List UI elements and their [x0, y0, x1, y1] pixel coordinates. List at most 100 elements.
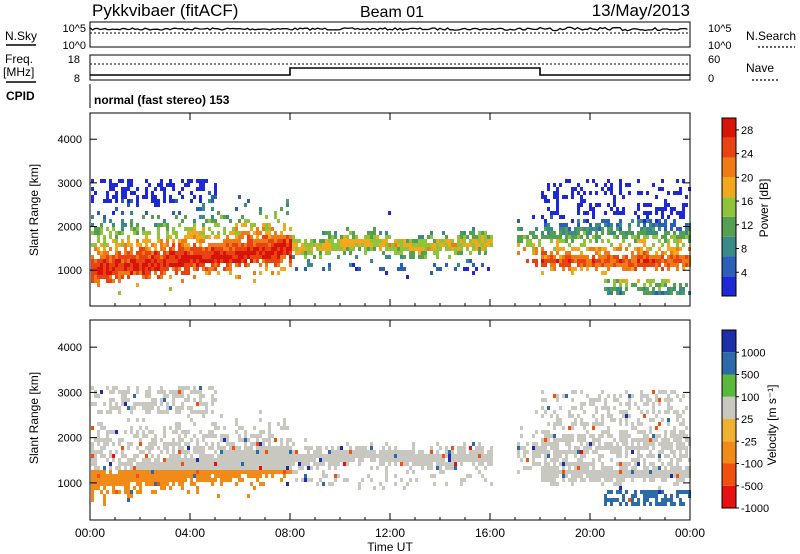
range-gate-cell	[157, 462, 160, 466]
range-gate-cell	[574, 390, 577, 394]
range-gate-cell	[259, 418, 262, 422]
range-gate-cell	[91, 442, 94, 446]
range-gate-cell	[304, 446, 307, 450]
range-gate-cell	[253, 251, 256, 255]
range-gate-cell	[517, 470, 520, 474]
range-gate-cell	[382, 251, 385, 255]
range-gate-cell	[169, 478, 172, 482]
range-gate-cell	[223, 458, 226, 462]
range-gate-cell	[127, 478, 130, 482]
range-gate-cell	[457, 263, 460, 267]
range-gate-cell	[232, 243, 235, 247]
range-gate-cell	[595, 418, 598, 422]
range-gate-cell	[190, 255, 193, 259]
range-gate-cell	[172, 462, 175, 466]
range-gate-cell	[385, 466, 388, 470]
range-gate-cell	[271, 462, 274, 466]
range-gate-cell	[142, 434, 145, 438]
range-gate-cell	[154, 490, 157, 494]
range-gate-cell	[667, 255, 670, 259]
range-gate-cell	[547, 255, 550, 259]
range-gate-cell	[523, 450, 526, 454]
range-gate-cell	[280, 466, 283, 470]
range-gate-cell	[667, 406, 670, 410]
range-gate-cell	[640, 227, 643, 231]
range-gate-cell	[439, 466, 442, 470]
range-gate-cell	[97, 486, 100, 490]
range-gate-cell	[598, 458, 601, 462]
range-gate-cell	[595, 450, 598, 454]
range-gate-cell	[178, 410, 181, 414]
range-gate-cell	[652, 434, 655, 438]
range-gate-cell	[553, 462, 556, 466]
range-gate-cell	[571, 247, 574, 251]
range-gate-cell	[655, 291, 658, 295]
colorbar-tick-label: -1000	[741, 503, 769, 515]
range-gate-cell	[91, 462, 94, 466]
range-gate-cell	[220, 259, 223, 263]
range-gate-cell	[361, 454, 364, 458]
colorbar-tick-label: 8	[741, 244, 747, 256]
range-gate-cell	[607, 430, 610, 434]
range-gate-cell	[541, 478, 544, 482]
range-gate-cell	[475, 446, 478, 450]
range-gate-cell	[223, 227, 226, 231]
range-gate-cell	[598, 474, 601, 478]
range-gate-cell	[574, 478, 577, 482]
cpid-label: CPID	[6, 89, 35, 103]
range-gate-cell	[562, 215, 565, 219]
range-gate-cell	[100, 450, 103, 454]
range-gate-cell	[301, 462, 304, 466]
range-gate-cell	[121, 223, 124, 227]
range-gate-cell	[370, 243, 373, 247]
range-gate-cell	[337, 446, 340, 450]
range-gate-cell	[685, 223, 688, 227]
range-gate-cell	[454, 247, 457, 251]
range-gate-cell	[565, 454, 568, 458]
range-gate-cell	[652, 263, 655, 267]
range-gate-cell	[250, 442, 253, 446]
range-gate-cell	[685, 446, 688, 450]
range-gate-cell	[181, 406, 184, 410]
range-gate-cell	[658, 263, 661, 267]
range-gate-cell	[649, 255, 652, 259]
range-gate-cell	[91, 199, 94, 203]
range-gate-cell	[265, 243, 268, 247]
range-gate-cell	[280, 478, 283, 482]
range-gate-cell	[403, 247, 406, 251]
range-gate-cell	[571, 474, 574, 478]
colorbar-tick-label: -25	[741, 436, 757, 448]
range-gate-cell	[610, 287, 613, 291]
range-gate-cell	[676, 418, 679, 422]
range-gate-cell	[184, 239, 187, 243]
range-gate-cell	[553, 255, 556, 259]
range-gate-cell	[541, 398, 544, 402]
range-gate-cell	[661, 211, 664, 215]
range-gate-cell	[577, 191, 580, 195]
range-gate-cell	[406, 470, 409, 474]
range-gate-cell	[232, 458, 235, 462]
range-gate-cell	[148, 430, 151, 434]
range-gate-cell	[154, 462, 157, 466]
range-gate-cell	[184, 398, 187, 402]
range-gate-cell	[343, 251, 346, 255]
range-gate-cell	[259, 450, 262, 454]
range-gate-cell	[607, 187, 610, 191]
range-gate-cell	[655, 414, 658, 418]
range-gate-cell	[139, 478, 142, 482]
range-gate-cell	[151, 267, 154, 271]
range-gate-cell	[160, 462, 163, 466]
range-gate-cell	[313, 454, 316, 458]
range-gate-cell	[373, 239, 376, 243]
range-gate-cell	[583, 199, 586, 203]
range-gate-cell	[103, 498, 106, 502]
range-gate-cell	[97, 267, 100, 271]
range-gate-cell	[103, 267, 106, 271]
range-gate-cell	[442, 470, 445, 474]
range-gate-cell	[583, 227, 586, 231]
range-gate-cell	[181, 255, 184, 259]
range-gate-cell	[391, 450, 394, 454]
range-gate-cell	[652, 287, 655, 291]
range-gate-cell	[379, 267, 382, 271]
range-gate-cell	[139, 243, 142, 247]
